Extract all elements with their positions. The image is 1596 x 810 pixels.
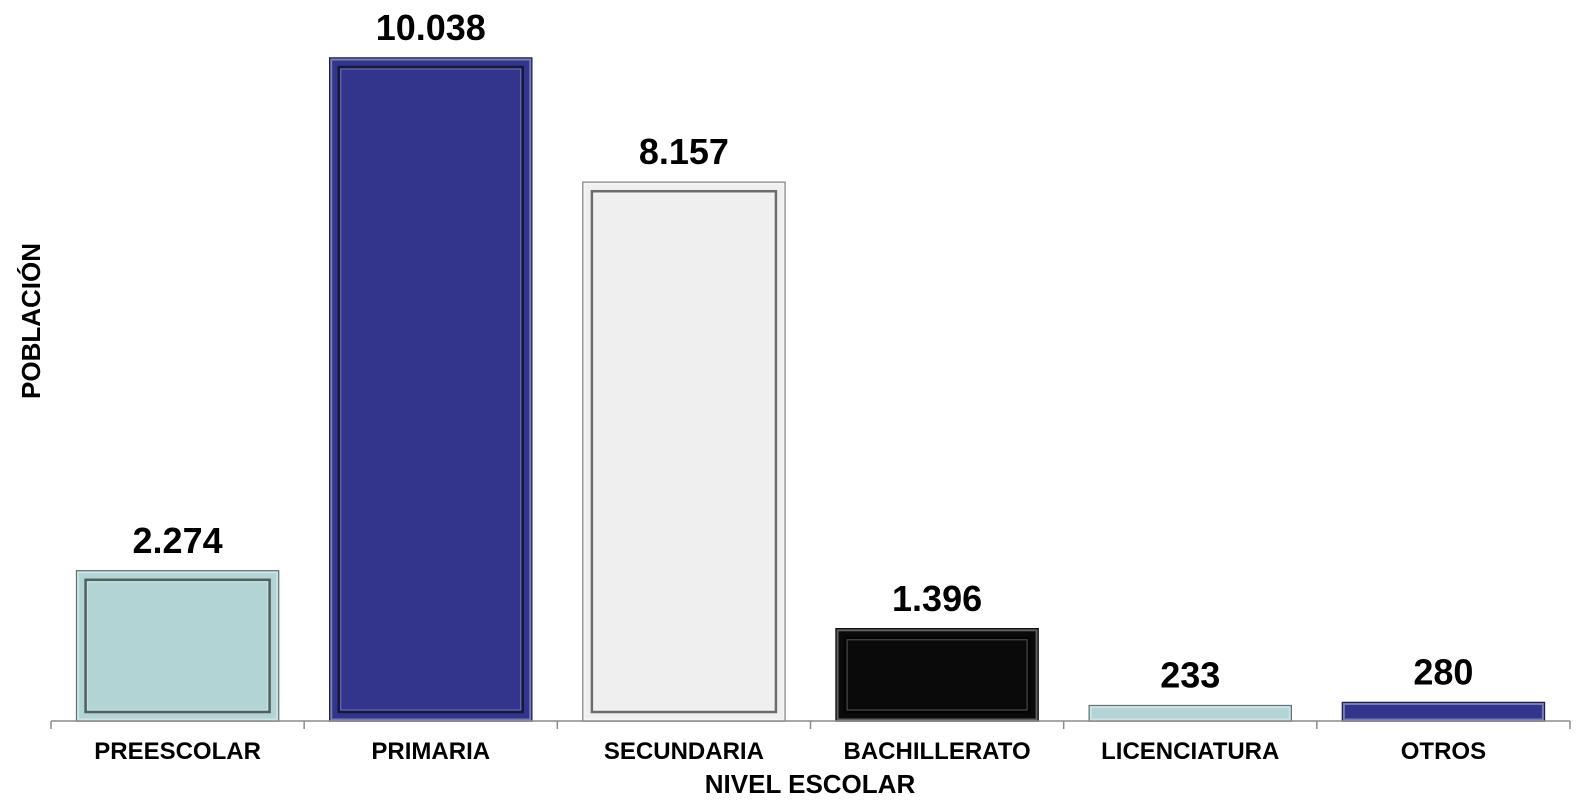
- x-axis: [50, 720, 1571, 729]
- x-tick-label: LICENCIATURA: [1101, 738, 1279, 765]
- data-label: 1.396: [892, 578, 982, 619]
- data-label: 280: [1413, 652, 1473, 693]
- bar-bevel-inner: [84, 578, 271, 714]
- bar-bevel-outer: [836, 629, 1038, 721]
- bar: [329, 57, 533, 722]
- bar-bevel-inner: [337, 65, 524, 714]
- bar-group: [1341, 701, 1546, 722]
- x-tick-label: BACHILLERATO: [844, 738, 1031, 765]
- bar-bevel-highlight: [846, 639, 1028, 711]
- bar-bevel-outer: [1342, 703, 1544, 721]
- x-tick-label: SECUNDARIA: [604, 738, 764, 765]
- bar: [582, 181, 786, 722]
- bar-group: [75, 570, 280, 722]
- y-axis-title: POBLACIÓN: [16, 243, 46, 399]
- bar-group: [582, 181, 786, 722]
- bar: [75, 570, 280, 722]
- bar-bevel-inner: [843, 636, 1031, 714]
- bar-bevel-outer: [583, 182, 785, 721]
- bar-bevel-outer: [1089, 706, 1291, 721]
- bar-bevel-highlight: [340, 68, 522, 711]
- bar-bevel-highlight: [87, 581, 269, 711]
- data-label: 8.157: [639, 131, 729, 172]
- bar: [1341, 701, 1546, 722]
- x-tick-label: OTROS: [1401, 738, 1486, 765]
- data-labels-layer: 2.274 10.038 8.157 1.396 233 280: [133, 7, 1474, 696]
- bars-layer: [75, 57, 1546, 722]
- x-tick-label: PREESCOLAR: [94, 738, 261, 765]
- data-label: 10.038: [376, 7, 486, 48]
- bar-bevel-inner: [590, 189, 778, 714]
- bar-bevel-outer: [330, 58, 532, 721]
- x-tick-labels: PREESCOLAR PRIMARIA SECUNDARIA BACHILLERATO…: [94, 738, 1486, 765]
- data-label: 2.274: [133, 520, 223, 561]
- x-tick-label: PRIMARIA: [371, 738, 490, 765]
- data-label: 233: [1160, 655, 1220, 696]
- bar-group: [329, 57, 533, 722]
- bar-bevel-outer: [77, 571, 279, 721]
- x-axis-title: NIVEL ESCOLAR: [705, 769, 916, 799]
- bar-group: [1088, 704, 1292, 722]
- bar: [835, 628, 1039, 722]
- bar-bevel-highlight: [593, 192, 775, 711]
- bar-group: [835, 628, 1039, 722]
